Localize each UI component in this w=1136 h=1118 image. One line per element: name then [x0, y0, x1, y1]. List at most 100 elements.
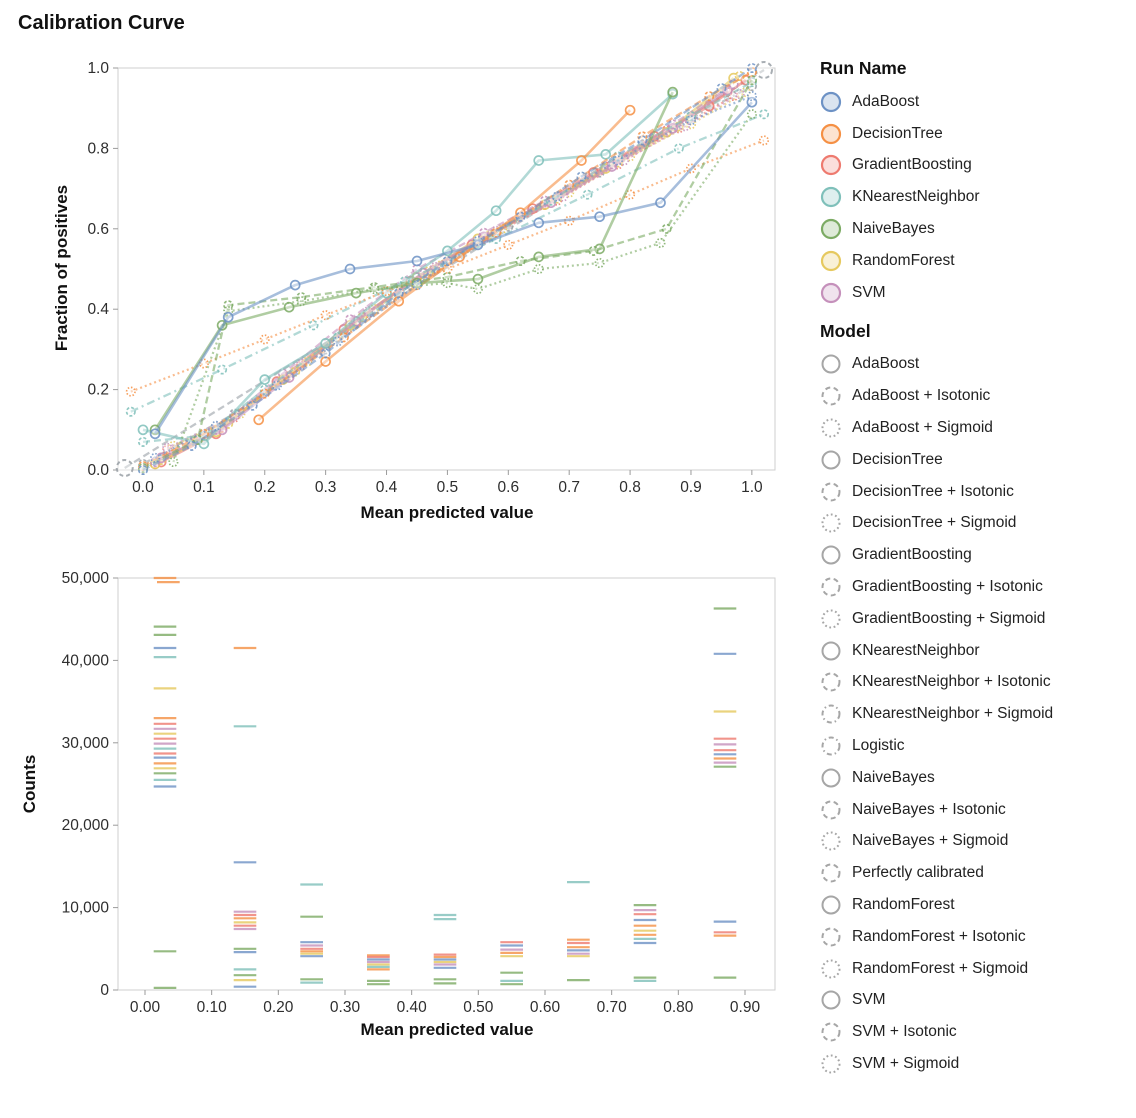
legend-item-knearestneighbor-isotonic: KNearestNeighbor + Isotonic	[818, 667, 1136, 699]
legend-item-label: SVM + Isotonic	[852, 1023, 957, 1041]
series-point	[296, 296, 307, 307]
series-point	[472, 273, 484, 285]
series-point	[137, 424, 149, 436]
series-point	[168, 456, 179, 468]
legend-circle-icon	[821, 354, 841, 374]
series-point	[533, 263, 544, 275]
legend-item-label: NaiveBayes + Isotonic	[852, 800, 1006, 818]
series-point	[515, 211, 526, 222]
series-point	[442, 278, 453, 289]
x-tick-label: 0.3	[315, 479, 337, 496]
legend-item-decisiontree: DecisionTree	[818, 444, 1136, 476]
x-tick-label: 0.10	[197, 999, 228, 1016]
legend-item-label: DecisionTree	[852, 124, 943, 142]
legend-circle-icon	[821, 418, 841, 438]
legend-item-adaboost-sigmoid: AdaBoost + Sigmoid	[818, 412, 1136, 444]
legend-item-randomforest-sigmoid: RandomForest + Sigmoid	[818, 953, 1136, 985]
x-tick-label: 0.60	[530, 999, 561, 1016]
legend-circle-icon	[820, 155, 842, 176]
legend-item-label: SVM	[852, 991, 886, 1009]
legend-item-label: RandomForest + Isotonic	[852, 927, 1026, 945]
series-point	[625, 189, 636, 200]
legend-item-label: AdaBoost	[852, 92, 920, 110]
y-tick-label: 40,000	[62, 652, 110, 669]
legend-item-decisiontree-sigmoid: DecisionTree + Sigmoid	[818, 508, 1136, 540]
series-point	[667, 86, 679, 98]
series-point	[210, 420, 222, 431]
series-point	[472, 235, 483, 246]
series-point	[472, 284, 483, 295]
legend-item-label: SVM	[852, 283, 886, 301]
series-point	[411, 280, 423, 291]
series-point	[308, 320, 319, 331]
series-point	[393, 288, 404, 299]
series-point	[655, 237, 666, 248]
legend-item-decisiontree-isotonic: DecisionTree + Isotonic	[818, 476, 1136, 508]
series-point	[150, 452, 161, 463]
series-point	[442, 263, 453, 275]
x-tick-label: 0.30	[330, 999, 361, 1016]
legend-item-gradientboosting: GradientBoosting	[818, 150, 1136, 182]
series-point	[746, 75, 757, 86]
series-point	[533, 155, 545, 166]
legend-circle-icon	[820, 123, 842, 144]
y-tick-label: 1.0	[87, 60, 109, 77]
y-tick-label: 0.4	[87, 301, 109, 318]
legend-item-label: SVM + Sigmoid	[852, 1055, 960, 1072]
series-point	[259, 374, 271, 385]
series-point	[186, 440, 197, 451]
x-tick-label: 0.80	[663, 999, 694, 1016]
legend-item-perfectly-calibrated: Perfectly calibrated	[818, 857, 1136, 889]
legend-circle-icon	[821, 1054, 841, 1074]
series-point	[685, 111, 697, 122]
legend-circle-icon	[821, 704, 841, 724]
series-point	[637, 135, 648, 146]
legend-item-label: RandomForest	[852, 896, 955, 914]
x-axis-title-mean-predicted-value-top: Mean predicted value	[360, 503, 534, 522]
legend-item-label: KNearestNeighbor	[852, 641, 980, 659]
legend-item-naivebayes-sigmoid: NaiveBayes + Sigmoid	[818, 826, 1136, 858]
legend-item-knearestneighbor: KNearestNeighbor	[818, 181, 1136, 213]
y-tick-label: 10,000	[62, 900, 110, 917]
y-tick-label: 0.2	[87, 382, 109, 399]
series-point	[551, 191, 563, 202]
legend-item-svm-sigmoid: SVM + Sigmoid	[818, 1048, 1136, 1080]
x-tick-label: 0.0	[132, 479, 154, 496]
series-point	[673, 143, 684, 154]
x-axis-title-mean-predicted-value-bottom: Mean predicted value	[360, 1020, 534, 1039]
series-point	[222, 311, 234, 323]
legend-item-naivebayes-isotonic: NaiveBayes + Isotonic	[818, 794, 1136, 826]
legend-item-label: AdaBoost + Isotonic	[852, 387, 991, 405]
x-tick-label: 0.40	[397, 999, 428, 1016]
legend-item-label: AdaBoost + Sigmoid	[852, 419, 993, 437]
series-point	[716, 83, 727, 94]
series-point	[344, 263, 356, 275]
x-tick-label: 0.4	[376, 479, 398, 496]
plot-border	[117, 67, 776, 471]
series-line-naivebayes-sigmoid	[172, 113, 753, 463]
legend-title-run-name: Run Name	[820, 58, 907, 78]
x-tick-label: 0.2	[254, 479, 276, 496]
legend-circle-icon	[821, 736, 841, 756]
series-point	[271, 380, 282, 391]
y-tick-label: 20,000	[62, 817, 110, 834]
legend-item-knearestneighbor: KNearestNeighbor	[818, 635, 1136, 667]
series-point	[624, 104, 636, 116]
series-point	[332, 336, 343, 347]
series-point	[283, 301, 295, 313]
legend-title-model: Model	[820, 320, 871, 341]
legend-item-gradientboosting: GradientBoosting	[818, 539, 1136, 571]
legend-circle-icon	[820, 282, 842, 303]
series-point	[582, 189, 593, 200]
legend-item-gradientboosting-isotonic: GradientBoosting + Isotonic	[818, 571, 1136, 603]
x-tick-label: 0.90	[730, 999, 761, 1016]
y-tick-label: 0.8	[87, 140, 109, 157]
y-tick-label: 50,000	[62, 570, 110, 587]
legend-circle-icon	[821, 609, 841, 629]
series-point	[369, 284, 380, 295]
legend-item-label: Logistic	[852, 737, 905, 755]
series-point	[758, 135, 770, 146]
series-line-adaboost-isotonic	[142, 67, 753, 472]
legend-item-label: GradientBoosting + Isotonic	[852, 578, 1043, 596]
series-point	[594, 257, 605, 269]
